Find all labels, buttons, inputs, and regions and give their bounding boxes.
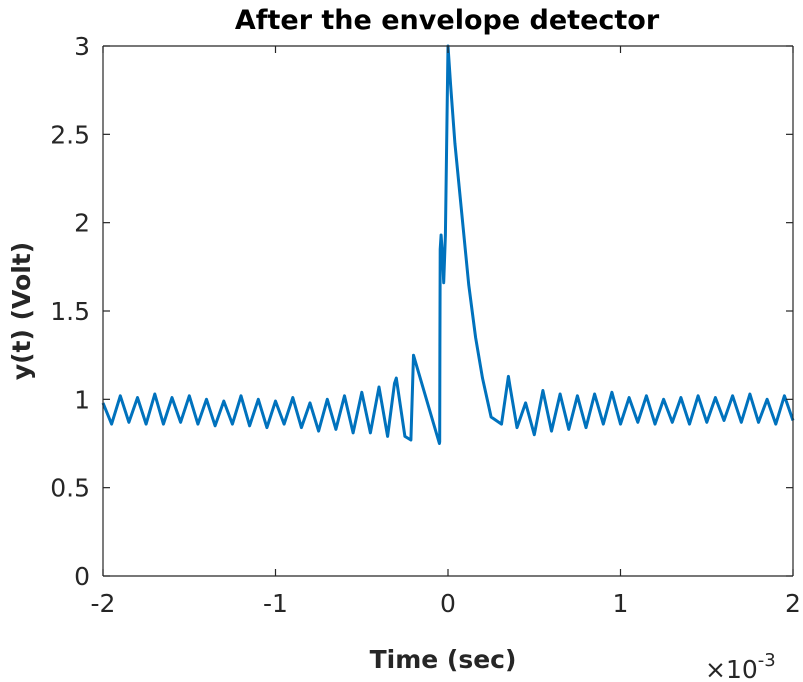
y-tick-label-3: 1.5	[50, 297, 90, 326]
data-layer	[101, 44, 795, 445]
x-tick-label-4: 2	[785, 589, 801, 618]
chart-title: After the envelope detector	[235, 5, 660, 36]
x-ticks: -2 -1 0 1 2	[91, 46, 801, 618]
y-axis-label: y(t) (Volt)	[7, 242, 36, 380]
x-tick-label-0: -2	[91, 589, 116, 618]
y-tick-label-5: 2.5	[50, 120, 90, 149]
x-tick-label-3: 1	[613, 589, 629, 618]
x-exponent-power: -3	[758, 650, 776, 671]
y-tick-label-2: 1	[74, 385, 90, 414]
y-tick-label-1: 0.5	[50, 474, 90, 503]
y-tick-label-4: 2	[74, 209, 90, 238]
y-tick-label-0: 0	[74, 562, 90, 591]
y-ticks: 0 0.5 1 1.5 2 2.5 3	[50, 32, 793, 591]
series-line-0	[101, 44, 795, 445]
y-tick-label-6: 3	[74, 32, 90, 61]
x-exponent-base: ×10	[705, 655, 758, 682]
x-axis-label: Time (sec)	[370, 645, 517, 674]
x-tick-label-1: -1	[263, 589, 288, 618]
x-exponent-label: ×10-3	[705, 650, 776, 682]
x-tick-label-2: 0	[440, 589, 456, 618]
